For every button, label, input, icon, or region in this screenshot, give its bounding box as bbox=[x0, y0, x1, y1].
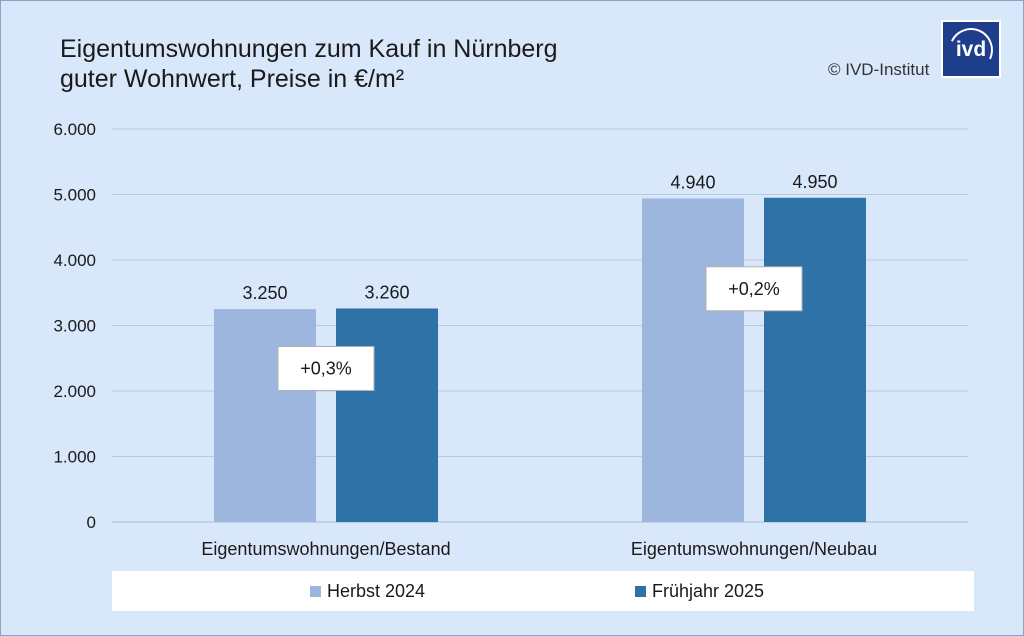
legend-swatch-1 bbox=[310, 586, 321, 597]
annotation-box bbox=[277, 345, 375, 391]
y-tick-label: 2.000 bbox=[53, 382, 96, 401]
legend-label-2: Frühjahr 2025 bbox=[652, 581, 765, 601]
x-category-label: Eigentumswohnungen/Neubau bbox=[631, 539, 877, 559]
legend-label-1: Herbst 2024 bbox=[327, 581, 426, 601]
bar-value-labels: 3.250 3.260 4.940 4.950 bbox=[242, 172, 837, 303]
bar bbox=[214, 309, 316, 522]
bar-value-label: 4.940 bbox=[670, 172, 715, 192]
y-tick-label: 5.000 bbox=[53, 186, 96, 205]
x-category-label: Eigentumswohnungen/Bestand bbox=[201, 539, 450, 559]
title-line-1: Eigentumswohnungen zum Kauf in Nürnberg bbox=[60, 35, 558, 63]
bar-value-label: 3.260 bbox=[364, 282, 409, 302]
bar bbox=[764, 197, 866, 522]
copyright-text: © IVD-Institut bbox=[828, 60, 930, 79]
bar-value-label: 3.250 bbox=[242, 283, 287, 303]
chart-title: Eigentumswohnungen zum Kauf in Nürnberg … bbox=[60, 34, 558, 94]
annotation-label: +0,3% bbox=[300, 358, 352, 378]
y-tick-label: 1.000 bbox=[53, 448, 96, 467]
change-annotations: +0,3% +0,2% bbox=[277, 266, 803, 391]
annotation-label: +0,2% bbox=[728, 279, 780, 299]
bar-value-label: 4.950 bbox=[792, 172, 837, 192]
bar bbox=[336, 308, 438, 522]
legend: Herbst 2024 Frühjahr 2025 bbox=[112, 571, 974, 611]
bar bbox=[642, 198, 744, 522]
y-tick-label: 3.000 bbox=[53, 317, 96, 336]
y-tick-label: 0 bbox=[87, 513, 96, 532]
y-tick-label: 6.000 bbox=[53, 120, 96, 139]
legend-item-series-1: Herbst 2024 bbox=[310, 581, 425, 602]
x-axis-labels: Eigentumswohnungen/Bestand Eigentumswohnu… bbox=[201, 539, 877, 559]
legend-item-series-2: Frühjahr 2025 bbox=[635, 581, 764, 602]
bars bbox=[214, 197, 866, 522]
title-line-2: guter Wohnwert, Preise in €/m² bbox=[60, 65, 405, 93]
legend-swatch-2 bbox=[635, 586, 646, 597]
y-axis-ticks: 0 1.000 2.000 3.000 4.000 5.000 6.000 bbox=[53, 120, 96, 532]
ivd-logo: ivd bbox=[941, 20, 1001, 79]
annotation-box bbox=[705, 266, 803, 312]
y-tick-label: 4.000 bbox=[53, 251, 96, 270]
logo-text: ivd bbox=[955, 38, 987, 61]
